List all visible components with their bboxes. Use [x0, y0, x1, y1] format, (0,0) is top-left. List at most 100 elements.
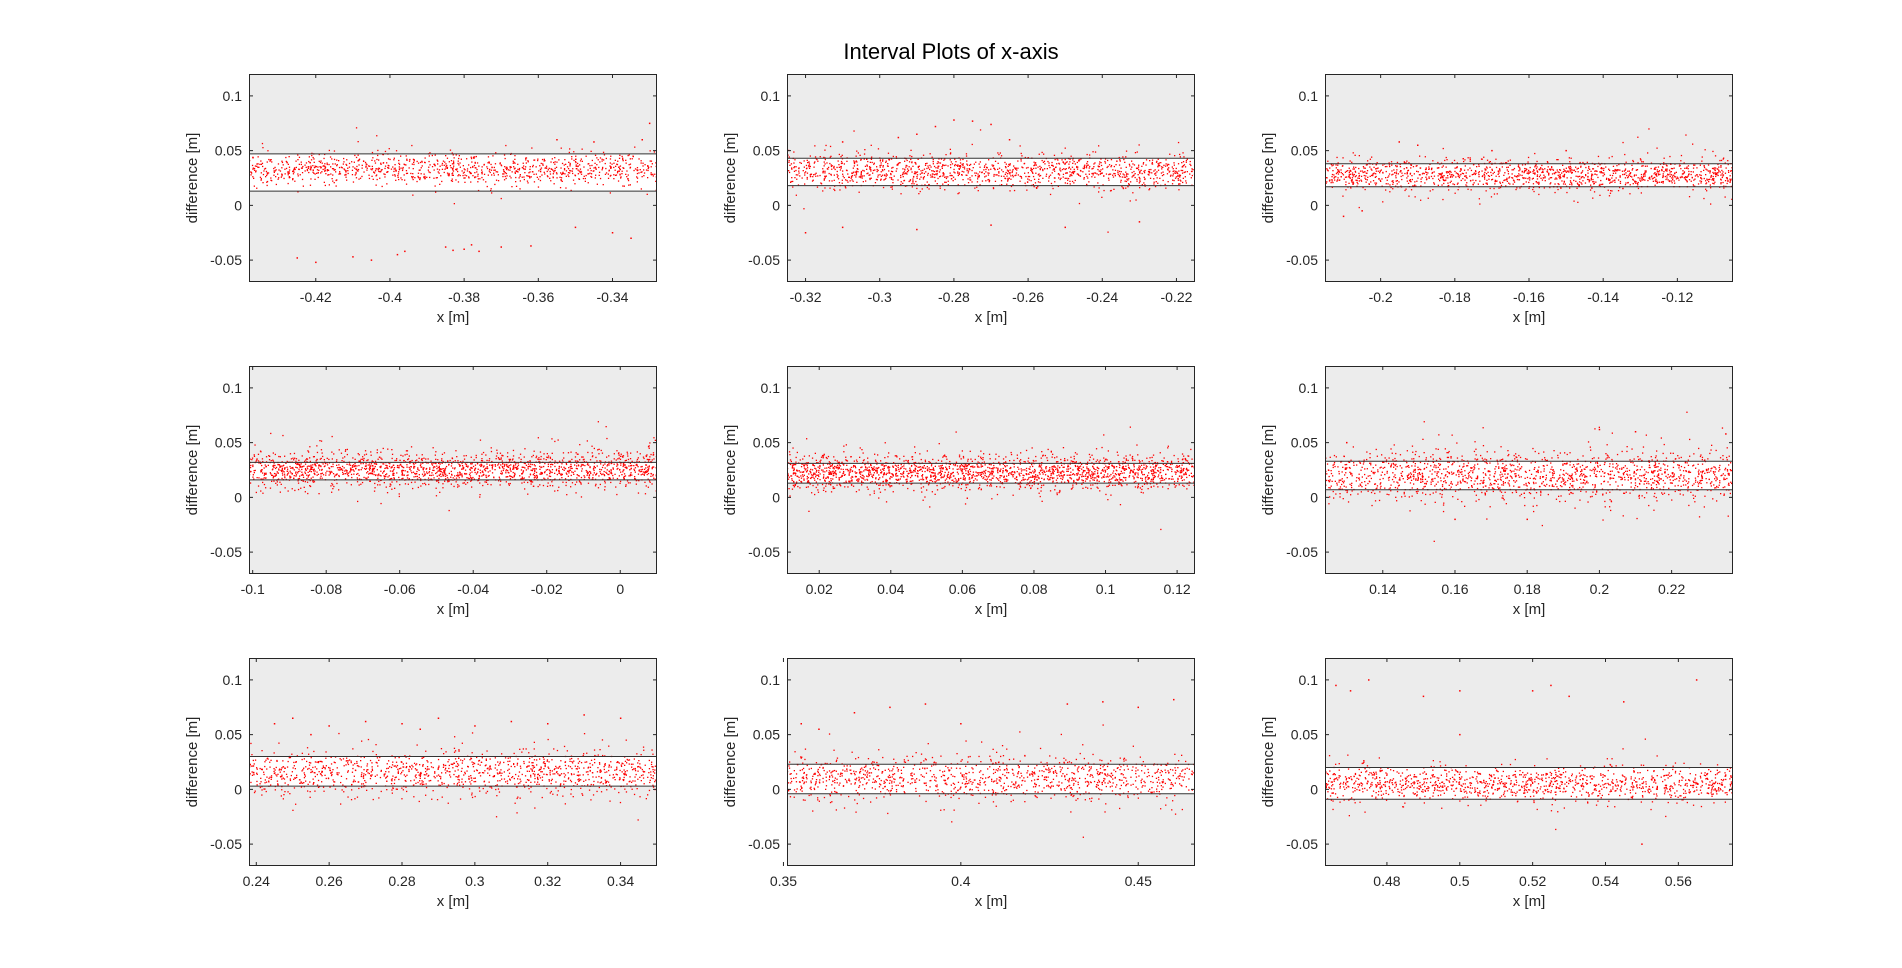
scatter-point [578, 170, 580, 172]
scatter-point [406, 466, 408, 468]
scatter-point [1491, 168, 1493, 170]
scatter-point [866, 168, 868, 170]
scatter-point [1705, 182, 1708, 184]
scatter-point [449, 459, 451, 462]
scatter-point [824, 149, 826, 151]
scatter-point [942, 172, 944, 174]
scatter-point [529, 177, 531, 179]
scatter-point [905, 172, 907, 174]
scatter-point [868, 166, 871, 168]
scatter-point [570, 463, 572, 465]
scatter-point [282, 465, 284, 467]
scatter-point [278, 469, 280, 471]
scatter-point [622, 185, 624, 187]
scatter-point [979, 184, 981, 186]
scatter-point [539, 451, 542, 453]
scatter-point [530, 479, 532, 482]
scatter-point [537, 158, 539, 160]
scatter-point [422, 483, 424, 485]
scatter-point [577, 460, 579, 463]
scatter-point [635, 480, 637, 482]
scatter-point [459, 472, 461, 474]
scatter-point [1138, 221, 1141, 223]
scatter-point [929, 153, 931, 155]
scatter-point [1558, 176, 1560, 178]
scatter-point [1083, 167, 1085, 170]
scatter-point [941, 166, 943, 168]
scatter-point [328, 462, 331, 464]
scatter-point [813, 166, 815, 168]
scatter-point [501, 465, 503, 468]
scatter-point [1711, 167, 1714, 170]
scatter-point [1455, 172, 1457, 174]
scatter-point [500, 246, 502, 248]
scatter-point [1360, 175, 1363, 177]
scatter-point [509, 167, 511, 169]
scatter-point [1076, 173, 1078, 175]
scatter-point [1066, 161, 1068, 163]
scatter-point [1192, 169, 1194, 171]
scatter-point [961, 170, 963, 173]
scatter-point [1096, 173, 1098, 175]
scatter-point [1027, 172, 1029, 174]
scatter-point [410, 466, 412, 468]
scatter-point [866, 173, 868, 175]
scatter-point [1171, 166, 1173, 168]
scatter-point [891, 188, 893, 190]
scatter-point [279, 456, 281, 458]
scatter-point [1332, 181, 1334, 184]
scatter-point [1507, 170, 1509, 173]
scatter-point [340, 166, 343, 168]
scatter-point [1357, 177, 1359, 179]
scatter-point [503, 170, 505, 172]
scatter-point [636, 181, 638, 183]
scatter-point [1086, 161, 1089, 163]
scatter-point [918, 168, 920, 170]
scatter-point [351, 476, 353, 479]
scatter-point [1488, 175, 1491, 177]
scatter-point [591, 164, 593, 167]
scatter-point [954, 163, 956, 166]
scatter-point [895, 156, 897, 158]
scatter-point [1629, 173, 1631, 175]
scatter-point [345, 171, 347, 173]
scatter-point [977, 176, 979, 178]
scatter-point [379, 479, 382, 482]
scatter-point [1442, 178, 1444, 181]
scatter-point [1546, 161, 1549, 163]
scatter-point [1487, 175, 1490, 177]
scatter-point [568, 161, 570, 163]
scatter-point [1649, 178, 1651, 180]
scatter-point [527, 175, 529, 177]
scatter-point [1560, 187, 1562, 189]
scatter-point [1544, 176, 1546, 178]
scatter-point [373, 469, 375, 471]
scatter-point [395, 150, 398, 152]
scatter-point [1179, 153, 1181, 156]
scatter-point [358, 484, 360, 486]
scatter-point [570, 170, 572, 172]
scatter-point [313, 172, 315, 174]
scatter-point [546, 474, 548, 476]
scatter-point [1615, 172, 1617, 174]
scatter-point [281, 160, 283, 162]
scatter-point [912, 178, 914, 180]
scatter-point [345, 163, 347, 166]
scatter-point [504, 175, 506, 178]
scatter-point [1720, 159, 1723, 162]
scatter-point [523, 462, 525, 464]
scatter-point [1015, 168, 1017, 170]
scatter-point [339, 171, 341, 173]
scatter-point [1433, 183, 1436, 185]
scatter-point [311, 152, 313, 154]
scatter-point [939, 162, 942, 164]
scatter-point [1021, 155, 1023, 157]
scatter-point [804, 232, 807, 234]
scatter-point [408, 167, 410, 169]
scatter-point [446, 167, 448, 169]
scatter-point [333, 453, 335, 455]
scatter-point [346, 463, 348, 465]
scatter-point [346, 159, 348, 161]
scatter-point [1472, 183, 1474, 186]
scatter-point [404, 250, 406, 253]
